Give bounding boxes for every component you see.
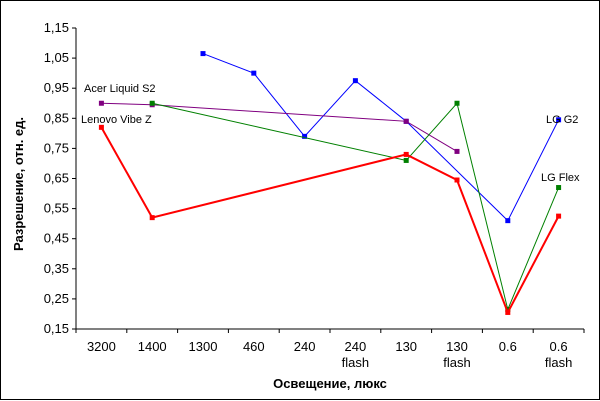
series-label: LG Flex (541, 172, 580, 184)
data-point (200, 51, 206, 57)
y-tick-label: 0,15 (44, 321, 69, 336)
data-point (403, 151, 409, 157)
x-tick-label: 130 (395, 339, 417, 354)
x-tick-label: 0.6 (499, 339, 517, 354)
x-tick-label: 3200 (87, 339, 116, 354)
y-tick-label: 0,65 (44, 171, 69, 186)
x-tick-label: 1400 (138, 339, 167, 354)
data-point (505, 218, 511, 224)
series-lg-flex (149, 100, 562, 312)
series-layer (98, 51, 562, 315)
x-axis-title: Освещение, люкс (273, 376, 387, 391)
data-point (505, 309, 511, 315)
x-tick-label: 240 flash (342, 339, 369, 370)
data-point (149, 100, 155, 106)
series-acer-liquid-s2 (98, 100, 460, 154)
series-line (101, 102, 458, 152)
data-point (556, 117, 562, 123)
y-tick-label: 0,35 (44, 261, 69, 276)
x-tick-label: 1300 (189, 339, 218, 354)
data-point (505, 306, 511, 312)
data-point (403, 118, 409, 124)
y-tick-label: 0,75 (44, 140, 69, 155)
y-tick-label: 0,25 (44, 291, 69, 306)
x-tick-label: 0.6 flash (545, 339, 572, 370)
y-axis-title: Разрешение, отн. ед. (11, 117, 26, 251)
data-point (556, 185, 562, 191)
y-tick-label: 0,45 (44, 231, 69, 246)
series-line (152, 102, 560, 312)
series-line (100, 126, 560, 315)
x-tick-label: 130 flash (443, 339, 470, 370)
series-lenovo-vibe-z (98, 124, 562, 315)
y-tick-label: 0,95 (44, 80, 69, 95)
data-point (149, 215, 155, 221)
y-tick-label: 0,85 (44, 110, 69, 125)
series-label: Lenovo Vibe Z (81, 114, 152, 126)
series-lg-g2 (200, 51, 562, 224)
y-tick-label: 0,55 (44, 201, 69, 216)
data-point (556, 213, 562, 219)
y-tick-label: 1,15 (44, 20, 69, 35)
data-point (98, 124, 104, 130)
data-point (454, 100, 460, 106)
data-point (251, 70, 257, 76)
axes: 0,15 0,25 0,35 0,45 0,55 0,65 0,75 0,85 0,95 1,05… (44, 20, 585, 370)
data-point (454, 177, 460, 183)
series-label: Acer Liquid S2 (84, 83, 156, 95)
x-tick-label: 460 (243, 339, 265, 354)
series-labels: LG G2 Acer Liquid S2 LG Flex Lenovo Vibe Z (81, 83, 580, 184)
data-point (352, 78, 358, 84)
data-point (98, 100, 104, 106)
y-tick-label: 1,05 (44, 50, 69, 65)
series-label: LG G2 (546, 114, 578, 126)
data-point (454, 148, 460, 154)
x-tick-label: 240 (294, 339, 316, 354)
data-point (302, 133, 308, 139)
data-point (403, 157, 409, 163)
series-line (202, 53, 560, 222)
